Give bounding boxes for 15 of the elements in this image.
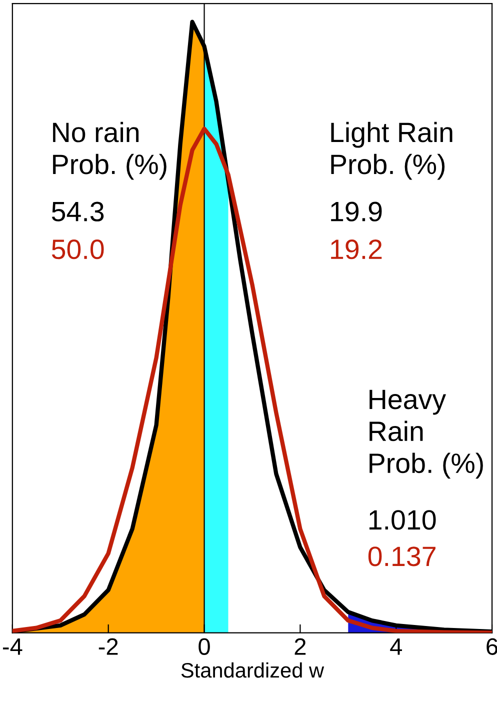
- annotation: 54.3: [52, 202, 104, 222]
- annotation: 1.010: [369, 510, 436, 530]
- x-tick-label: -2: [98, 638, 118, 655]
- annotation: 50.0: [52, 240, 104, 260]
- annotation: 0.137: [368, 546, 436, 566]
- annotation: 19.9: [331, 202, 382, 222]
- x-tick-label: 4: [390, 638, 402, 655]
- annotation: Heavy Rain Prob. (%): [370, 390, 483, 479]
- x-tick-label: 2: [294, 638, 306, 655]
- annotation: 19.2: [331, 240, 382, 260]
- x-tick-label: 0: [198, 638, 210, 655]
- x-tick-label: -4: [2, 638, 22, 655]
- x-axis-title: Standardized w: [181, 662, 324, 678]
- annotation: No rain Prob. (%): [53, 122, 166, 180]
- annotation: Light Rain Prob. (%): [331, 122, 452, 180]
